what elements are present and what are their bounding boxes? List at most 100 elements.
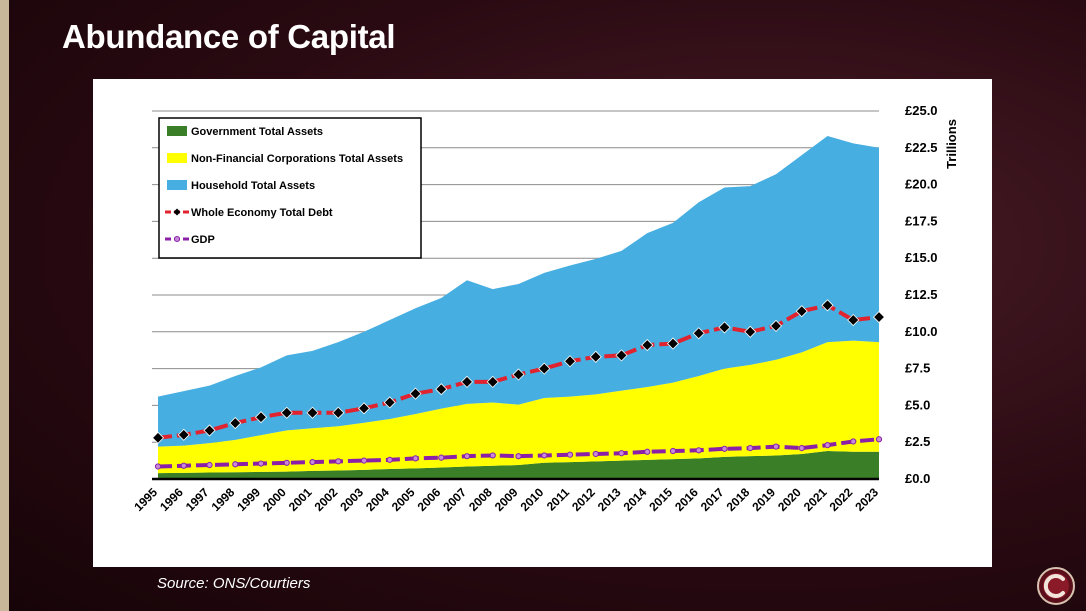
source-note: Source: ONS/Courtiers (157, 575, 311, 592)
point-whole-economy-total-debt (692, 327, 705, 340)
x-tick-label: 2019 (749, 485, 778, 514)
area-household-total-assets (158, 136, 879, 447)
point-gdp (824, 442, 831, 449)
point-gdp (618, 450, 625, 457)
x-tick-labels: 1995199619971998199920002001200220032004… (131, 485, 881, 514)
x-tick-label: 2001 (286, 485, 315, 514)
point-whole-economy-total-debt (409, 387, 422, 400)
point-whole-economy-total-debt (769, 319, 783, 332)
point-gdp (592, 450, 599, 458)
x-tick-label: 1995 (131, 485, 160, 514)
x-tick-label: 2020 (775, 485, 804, 514)
point-gdp (232, 461, 239, 468)
point-gdp (257, 460, 265, 467)
y-axis-label: Trillions (944, 119, 959, 169)
y-tick-label: £2.5 (905, 434, 930, 449)
point-whole-economy-total-debt (847, 313, 860, 327)
x-tick-label: 2014 (621, 485, 650, 514)
chart-panel: £0.0 £2.5 £5.0 £7.5 £10.0 £12.5 £15.0 £17.5 £20.… (93, 79, 992, 567)
x-tick-label: 2011 (544, 485, 573, 514)
x-tick-label: 1998 (209, 485, 238, 514)
point-gdp (309, 458, 316, 466)
line-gdp (157, 437, 880, 469)
x-tick-label: 2012 (569, 485, 598, 514)
point-whole-economy-total-debt (280, 406, 293, 419)
legend-swatch (167, 126, 187, 136)
x-tick-label: 2015 (646, 485, 675, 514)
y-tick-label: £15.0 (905, 250, 938, 265)
x-tick-label: 2005 (389, 485, 418, 514)
point-gdp (180, 462, 187, 469)
point-whole-economy-total-debt (563, 355, 577, 368)
legend-box (158, 117, 422, 259)
point-gdp (283, 459, 290, 466)
x-tick-label: 2017 (698, 485, 727, 514)
x-tick-label: 2023 (852, 485, 881, 514)
point-gdp (360, 457, 368, 464)
point-gdp (850, 438, 857, 445)
point-whole-economy-total-debt (203, 424, 216, 437)
x-tick-label: 1999 (234, 485, 263, 514)
legend: Government Total Assets Non-Financial Cor… (158, 117, 422, 259)
x-tick-label: 2018 (724, 485, 753, 514)
x-tick-label: 2007 (440, 485, 469, 514)
point-gdp (566, 451, 574, 458)
point-gdp (335, 458, 342, 465)
point-whole-economy-total-debt (718, 321, 731, 334)
x-tick-label: 2003 (337, 485, 366, 514)
point-whole-economy-total-debt (641, 338, 654, 352)
point-gdp (644, 448, 651, 455)
x-tick-label: 2004 (363, 485, 392, 514)
y-tick-labels: £0.0 £2.5 £5.0 £7.5 £10.0 £12.5 £15.0 £17.5 £20.… (905, 103, 938, 486)
legend-marker (174, 236, 180, 242)
point-whole-economy-total-debt (666, 337, 680, 350)
courtiers-logo-icon (1037, 567, 1075, 605)
y-tick-label: £25.0 (905, 103, 938, 118)
stacked-areas (158, 136, 879, 479)
point-gdp (721, 445, 728, 452)
y-tick-label: £22.5 (905, 140, 938, 155)
point-whole-economy-total-debt (254, 411, 268, 424)
point-whole-economy-total-debt (151, 431, 165, 444)
x-tick-label: 2013 (595, 485, 624, 514)
x-tick-label: 2010 (518, 485, 547, 514)
y-tick-label: £5.0 (905, 397, 930, 412)
point-whole-economy-total-debt (821, 299, 834, 312)
x-tick-label: 1997 (183, 485, 212, 514)
x-tick-label: 2009 (492, 485, 521, 514)
left-accent-strip (0, 0, 9, 611)
area-non-financial-corporations-total-assets (158, 340, 879, 474)
x-tick-label: 2000 (260, 485, 289, 514)
line-series (151, 299, 886, 470)
y-tick-label: £7.5 (905, 361, 930, 376)
point-gdp (206, 461, 213, 469)
point-whole-economy-total-debt (383, 396, 396, 409)
assets-chart: £0.0 £2.5 £5.0 £7.5 £10.0 £12.5 £15.0 £17.5 £20.… (131, 103, 959, 514)
y-tick-label: £12.5 (905, 287, 938, 302)
legend-label: Government Total Assets (191, 126, 323, 138)
point-whole-economy-total-debt (332, 406, 345, 419)
point-whole-economy-total-debt (744, 325, 757, 338)
point-whole-economy-total-debt (486, 375, 499, 388)
point-gdp (747, 444, 754, 452)
point-gdp (463, 453, 471, 460)
point-whole-economy-total-debt (435, 383, 448, 396)
point-whole-economy-total-debt (177, 428, 190, 441)
y-tick-label: £10.0 (905, 324, 938, 339)
point-gdp (515, 453, 522, 460)
point-whole-economy-total-debt (795, 305, 808, 318)
point-whole-economy-total-debt (229, 416, 242, 430)
legend-swatch (167, 180, 187, 190)
x-tick-label: 2016 (672, 485, 701, 514)
legend-swatch (167, 153, 187, 163)
point-whole-economy-total-debt (512, 368, 525, 381)
point-whole-economy-total-debt (538, 362, 551, 375)
x-tick-label: 2006 (415, 485, 444, 514)
point-gdp (541, 452, 548, 459)
x-tick-label: 2008 (466, 485, 495, 514)
x-tick-label: 2002 (312, 485, 341, 514)
point-whole-economy-total-debt (589, 350, 602, 363)
y-tick-label: £20.0 (905, 177, 938, 192)
point-gdp (154, 463, 162, 470)
point-gdp (875, 436, 883, 443)
